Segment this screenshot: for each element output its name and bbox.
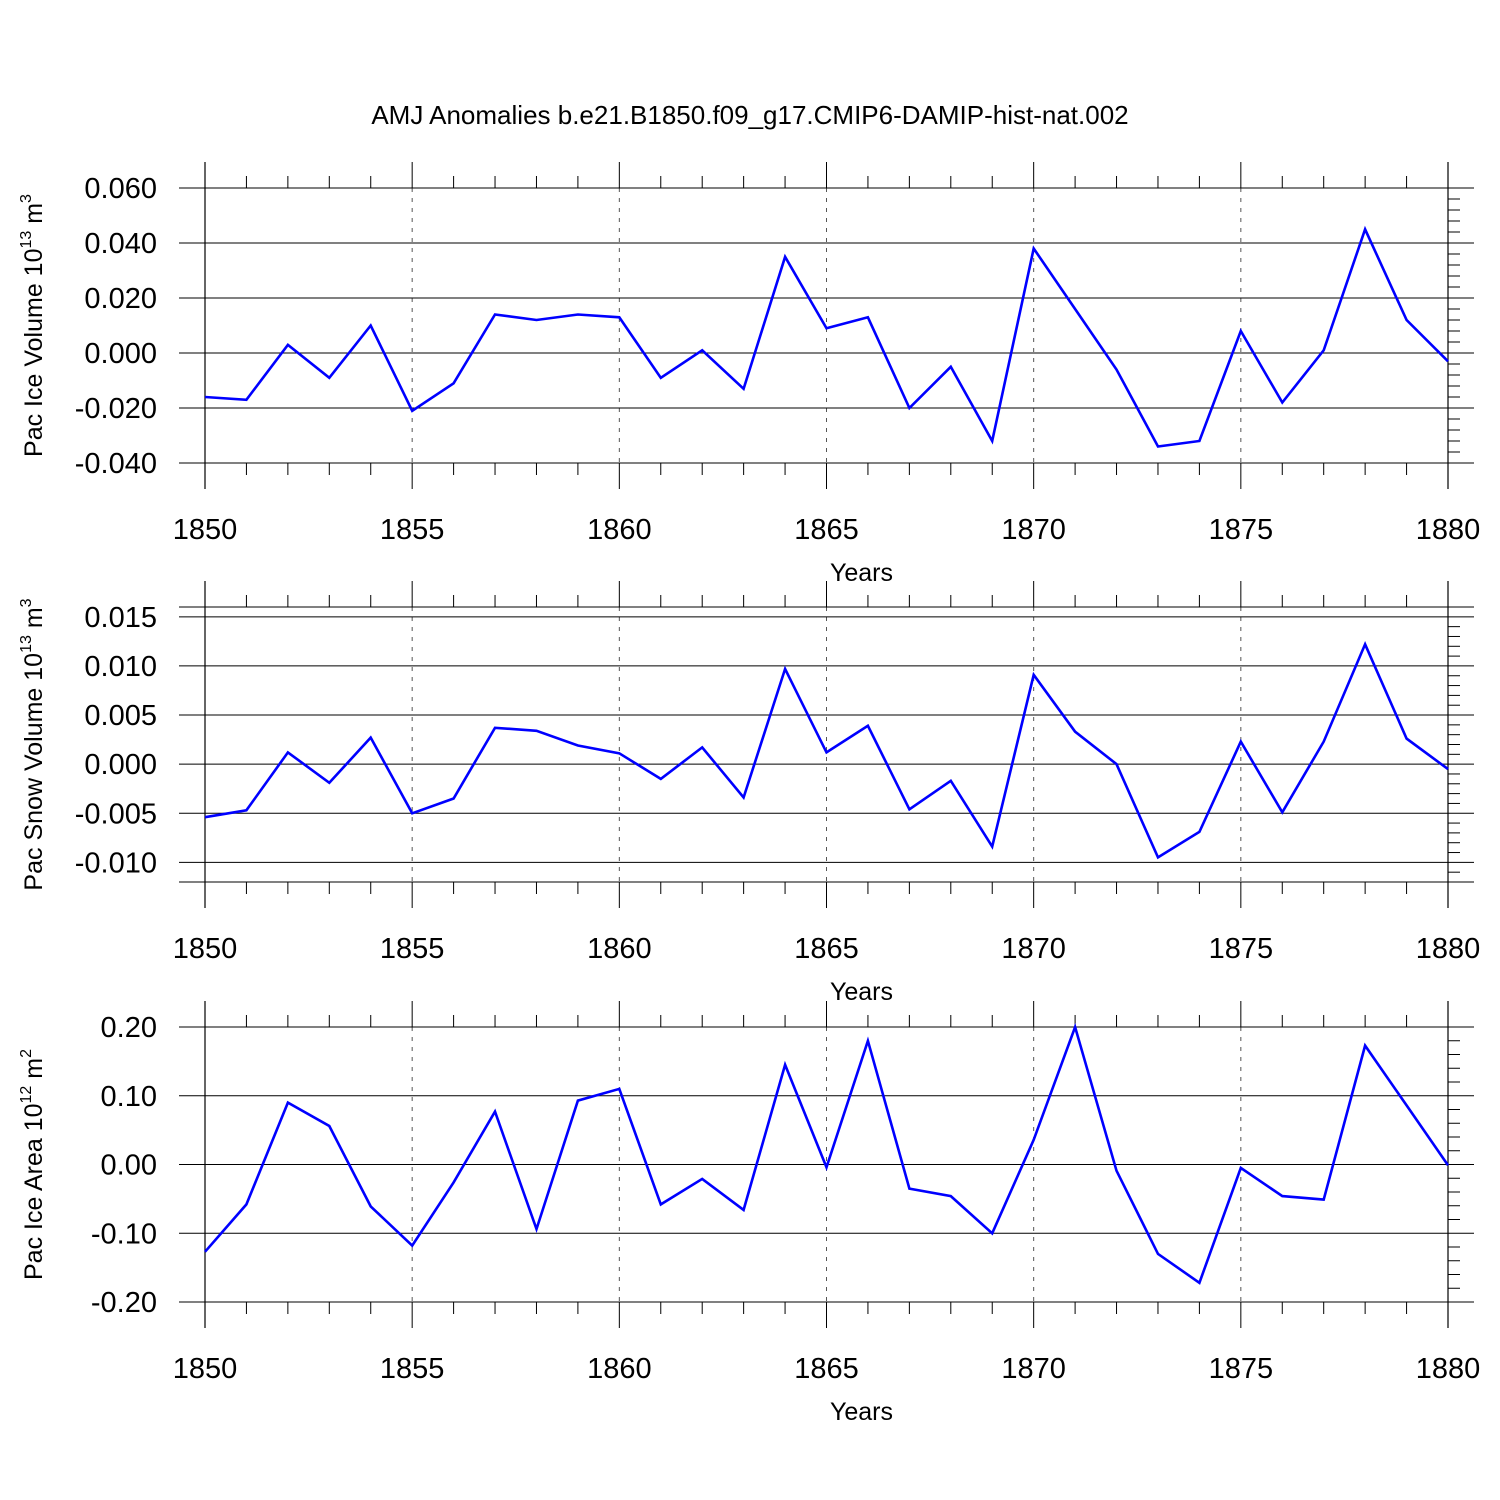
chart-panel-2: -0.010 -0.005 0.000 0.005 0.010 0.015 1850 1855… [18, 581, 1480, 1006]
y-tick-label: 0.005 [84, 700, 157, 732]
y-axis-label: Pac Snow Volume 1013 m3 [18, 598, 48, 890]
x-tick-label: 1870 [1001, 1353, 1066, 1385]
y-axis-label: Pac Ice Area 1012 m2 [18, 1049, 48, 1280]
x-tick-label: 1850 [173, 933, 238, 965]
y-tick-label: 0.000 [84, 338, 157, 370]
y-tick-label: 0.015 [84, 602, 157, 634]
x-tick-label: 1850 [173, 1353, 238, 1385]
chart-title: AMJ Anomalies b.e21.B1850.f09_g17.CMIP6-… [371, 100, 1128, 130]
x-tick-label: 1880 [1416, 1353, 1481, 1385]
y-tick-label: -0.040 [75, 448, 157, 480]
x-tick-label: 1865 [794, 1353, 859, 1385]
x-tick-label: 1870 [1001, 514, 1066, 546]
y-tick-label: -0.020 [75, 393, 157, 425]
x-tick-label: 1875 [1209, 933, 1274, 965]
x-axis-label: Years [830, 559, 893, 587]
x-tick-label: 1850 [173, 514, 238, 546]
x-tick-label: 1855 [380, 933, 445, 965]
y-tick-label: 0.060 [84, 173, 157, 205]
y-tick-label: 0.00 [101, 1150, 157, 1182]
x-tick-label: 1880 [1416, 933, 1481, 965]
x-tick-label: 1870 [1001, 933, 1066, 965]
y-tick-label: -0.005 [75, 798, 157, 830]
y-tick-label: -0.20 [91, 1287, 157, 1319]
series-line [204, 641, 1449, 860]
y-tick-label: -0.10 [91, 1218, 157, 1250]
x-tick-label: 1855 [380, 514, 445, 546]
x-tick-label: 1865 [794, 933, 859, 965]
x-tick-label: 1860 [587, 514, 652, 546]
y-tick-label: 0.000 [84, 749, 157, 781]
x-tick-label: 1855 [380, 1353, 445, 1385]
x-tick-label: 1875 [1209, 1353, 1274, 1385]
y-tick-label: 0.020 [84, 283, 157, 315]
y-tick-label: 0.10 [101, 1081, 157, 1113]
x-tick-label: 1880 [1416, 514, 1481, 546]
chart-panel-3: -0.20 -0.10 0.00 0.10 0.20 1850 1855 1860 1865 18… [18, 1001, 1480, 1426]
x-tick-label: 1865 [794, 514, 859, 546]
y-tick-label: 0.010 [84, 651, 157, 683]
x-tick-label: 1860 [587, 1353, 652, 1385]
x-axis-label: Years [830, 978, 893, 1006]
y-tick-label: -0.010 [75, 847, 157, 879]
chart-panel-1: -0.040 -0.020 0.000 0.020 0.040 0.060 1850 1855… [18, 162, 1480, 587]
series-line [204, 225, 1449, 448]
x-tick-label: 1860 [587, 933, 652, 965]
panels: -0.040 -0.020 0.000 0.020 0.040 0.060 1850 1855… [18, 162, 1480, 1426]
y-tick-label: 0.20 [101, 1012, 157, 1044]
series-line [204, 1022, 1450, 1285]
x-tick-label: 1875 [1209, 514, 1274, 546]
y-axis-label: Pac Ice Volume 1013 m3 [18, 194, 48, 457]
y-tick-label: 0.040 [84, 228, 157, 260]
x-axis-label: Years [830, 1398, 893, 1426]
